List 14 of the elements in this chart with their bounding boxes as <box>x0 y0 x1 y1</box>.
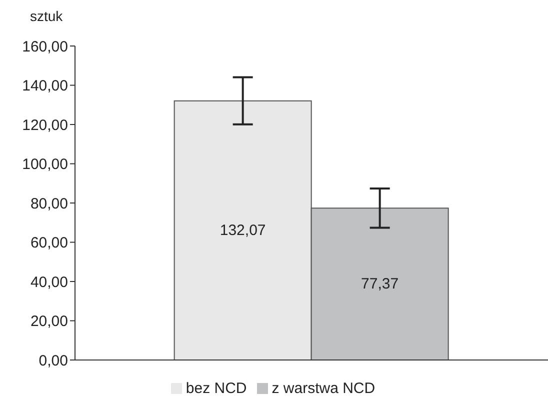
y-tick-label: 60,00 <box>30 234 68 252</box>
y-tick-label: 100,00 <box>22 156 68 174</box>
legend-label: z warstwa NCD <box>272 380 376 397</box>
y-tick-label: 160,00 <box>22 38 68 56</box>
y-tick-label: 40,00 <box>30 274 68 291</box>
y-tick-label: 120,00 <box>22 116 68 134</box>
y-tick-label: 0,00 <box>38 352 68 370</box>
y-axis-title: sztuk <box>30 8 63 24</box>
legend-label: bez NCD <box>186 380 247 397</box>
y-tick-label: 140,00 <box>22 78 68 95</box>
y-tick-label: 80,00 <box>30 195 68 212</box>
y-tick-label: 20,00 <box>30 313 68 330</box>
data-label: 77,37 <box>361 276 399 293</box>
data-label: 132,07 <box>220 222 266 239</box>
